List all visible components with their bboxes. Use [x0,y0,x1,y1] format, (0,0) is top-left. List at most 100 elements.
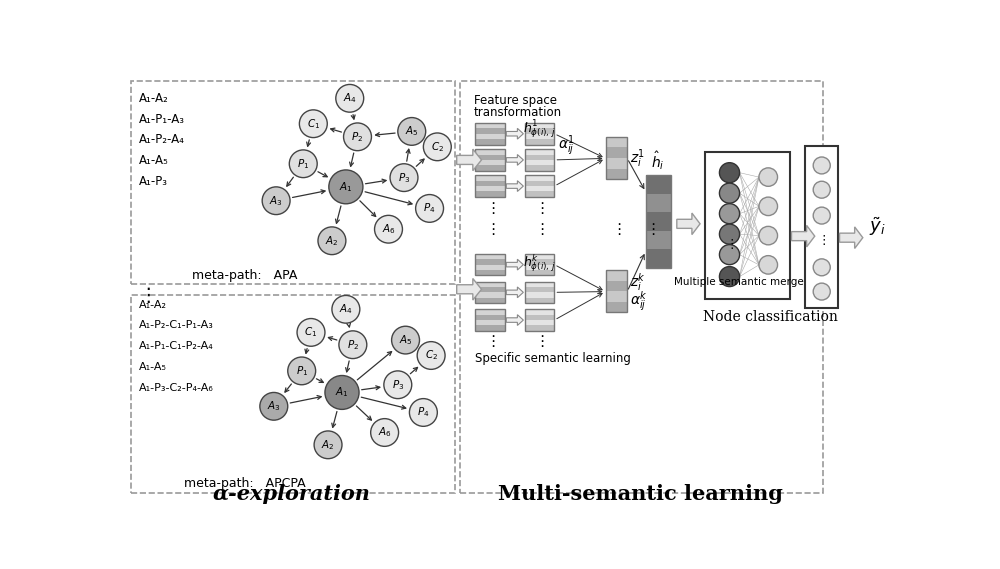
Text: Multiple semantic merge: Multiple semantic merge [674,277,804,287]
Circle shape [371,419,399,446]
Bar [475,254,505,259]
Text: $P_3$: $P_3$ [398,171,410,184]
Bar [606,147,627,158]
Text: $\vdots$: $\vdots$ [485,221,495,237]
Circle shape [813,283,830,300]
Circle shape [288,357,316,385]
Circle shape [318,227,346,254]
Text: $A_4$: $A_4$ [339,302,353,316]
Circle shape [299,110,327,138]
Circle shape [398,118,426,145]
Bar [646,194,671,212]
Circle shape [390,164,418,192]
Bar [525,149,554,171]
Circle shape [719,204,740,224]
Text: $C_2$: $C_2$ [431,140,444,154]
Text: $\vdots$: $\vdots$ [138,284,151,304]
Polygon shape [506,155,523,166]
Polygon shape [457,278,482,300]
Bar [606,270,627,281]
Text: $A_6$: $A_6$ [378,426,392,439]
Circle shape [813,157,830,174]
Bar [475,166,505,171]
Text: $C_1$: $C_1$ [304,325,318,339]
Text: α-exploration: α-exploration [213,484,371,504]
Circle shape [423,133,451,160]
Bar [475,282,505,287]
Polygon shape [677,213,700,234]
Text: meta-path:   APA: meta-path: APA [192,269,298,282]
Bar [475,320,505,325]
Bar [606,137,627,147]
Text: $P_4$: $P_4$ [417,406,430,419]
Bar [475,123,505,129]
Text: $z^1_i$: $z^1_i$ [630,147,646,170]
Text: A₁-P₃: A₁-P₃ [139,175,168,188]
Bar [525,325,554,331]
Bar [525,270,554,275]
Text: $A_3$: $A_3$ [267,399,281,413]
Text: $A_1$: $A_1$ [335,386,349,399]
Bar [475,192,505,197]
Bar [525,282,554,303]
Circle shape [329,170,363,204]
Circle shape [260,393,288,420]
Circle shape [759,255,778,274]
Circle shape [314,431,342,459]
Bar [606,281,627,291]
Circle shape [339,331,367,358]
Bar [525,298,554,303]
Text: $P_2$: $P_2$ [347,338,359,352]
Bar [475,282,505,303]
Bar [475,175,505,181]
Polygon shape [792,225,815,247]
Circle shape [417,341,445,369]
Text: $A_6$: $A_6$ [382,222,395,236]
Circle shape [719,163,740,183]
Bar [646,175,671,267]
Text: $\vdots$: $\vdots$ [534,221,545,237]
Circle shape [409,399,437,426]
Bar [525,265,554,270]
Bar [606,302,627,312]
Text: A₁-P₂-C₁-P₁-A₃: A₁-P₂-C₁-P₁-A₃ [139,320,214,331]
Circle shape [759,168,778,186]
Bar [525,149,554,155]
Text: $P_3$: $P_3$ [392,378,404,391]
Polygon shape [506,181,523,192]
Bar [475,310,505,315]
Bar [475,123,505,145]
Text: Multi-semantic learning: Multi-semantic learning [498,484,783,504]
Bar [475,149,505,155]
Text: $A_2$: $A_2$ [325,234,339,248]
Bar [525,160,554,166]
Bar [606,158,627,168]
Polygon shape [506,315,523,325]
Text: meta-path:   APCPA: meta-path: APCPA [184,477,306,490]
Text: $\vdots$: $\vdots$ [725,237,734,251]
Bar [525,254,554,259]
Bar [475,129,505,134]
Bar [525,287,554,292]
Text: $\vdots$: $\vdots$ [534,333,545,349]
Bar [475,254,505,275]
Bar [805,146,838,308]
Bar [525,292,554,298]
Text: A₁-A₅: A₁-A₅ [139,362,167,372]
Text: $P_1$: $P_1$ [296,364,308,378]
Text: $A_5$: $A_5$ [399,333,412,347]
Bar [525,259,554,265]
Bar [475,155,505,160]
Text: $\vdots$: $\vdots$ [611,221,622,237]
Text: Feature space: Feature space [474,94,557,108]
Bar [525,129,554,134]
Bar [475,160,505,166]
Bar [475,149,505,171]
Bar [646,212,671,231]
Bar [475,287,505,292]
Bar [606,291,627,302]
Circle shape [813,259,830,276]
Bar [475,181,505,186]
Circle shape [719,266,740,287]
Polygon shape [506,259,523,270]
